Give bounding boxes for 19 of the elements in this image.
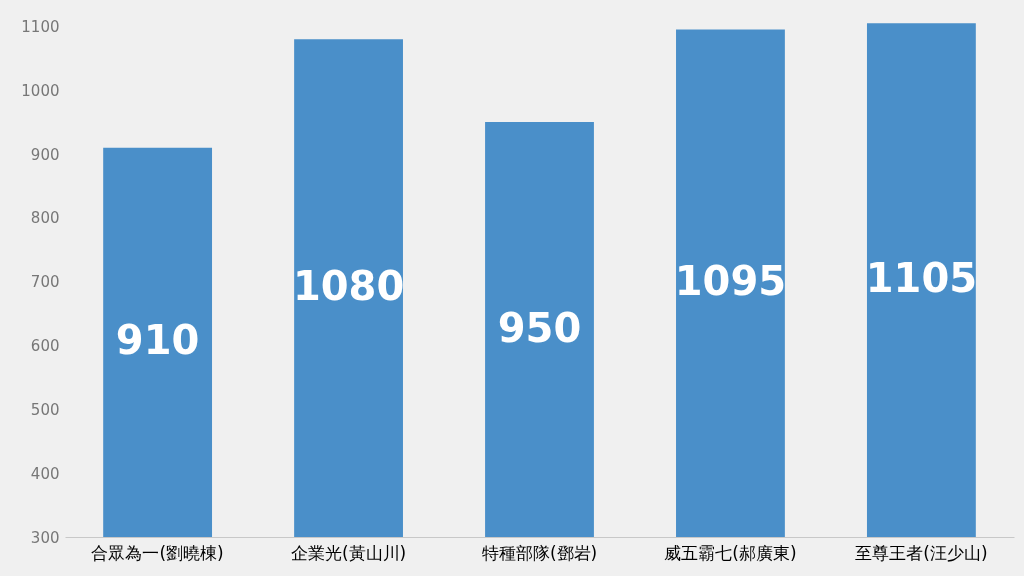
data-label: 1095 [674, 258, 787, 305]
y-tick-label: 1100 [21, 17, 60, 36]
y-tick-label: 700 [30, 273, 60, 292]
y-tick-label: 300 [30, 528, 60, 547]
y-tick-label: 600 [30, 337, 60, 356]
y-tick-label: 500 [30, 400, 60, 419]
x-tick-label: 企業光(黃山川) [290, 542, 407, 563]
x-tick-label: 合眾為一(劉曉棟) [91, 542, 224, 563]
x-tick-label: 至尊王者(汪少山) [855, 542, 988, 563]
x-tick-label: 威五霸七(郝廣東) [664, 542, 797, 563]
data-label: 910 [115, 317, 200, 364]
y-tick-label: 400 [30, 464, 60, 483]
data-label: 1105 [865, 255, 978, 302]
data-label: 1080 [292, 263, 405, 310]
y-tick-label: 800 [30, 209, 60, 228]
data-label: 950 [497, 304, 582, 351]
x-tick-label: 特種部隊(鄧岩) [481, 542, 598, 563]
y-tick-label: 1000 [21, 81, 60, 100]
y-tick-label: 900 [30, 145, 60, 164]
